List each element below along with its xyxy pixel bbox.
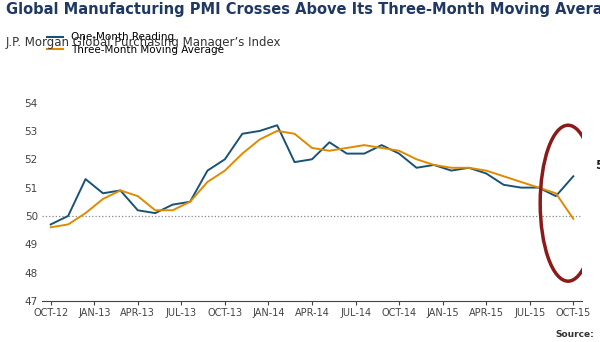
Legend: One-Month Reading, Three-Month Moving Average: One-Month Reading, Three-Month Moving Av… [47,32,224,55]
Text: Source: Bloomberg, U.S. Global Investors: Source: Bloomberg, U.S. Global Investors [408,330,594,339]
Text: Global Manufacturing PMI Crosses Above Its Three-Month Moving Average: Global Manufacturing PMI Crosses Above I… [6,2,600,17]
Text: Source:: Source: [555,330,594,339]
Text: J.P. Morgan Global Purchasing Manager’s Index: J.P. Morgan Global Purchasing Manager’s … [6,36,281,49]
Text: 51.4: 51.4 [596,159,600,172]
